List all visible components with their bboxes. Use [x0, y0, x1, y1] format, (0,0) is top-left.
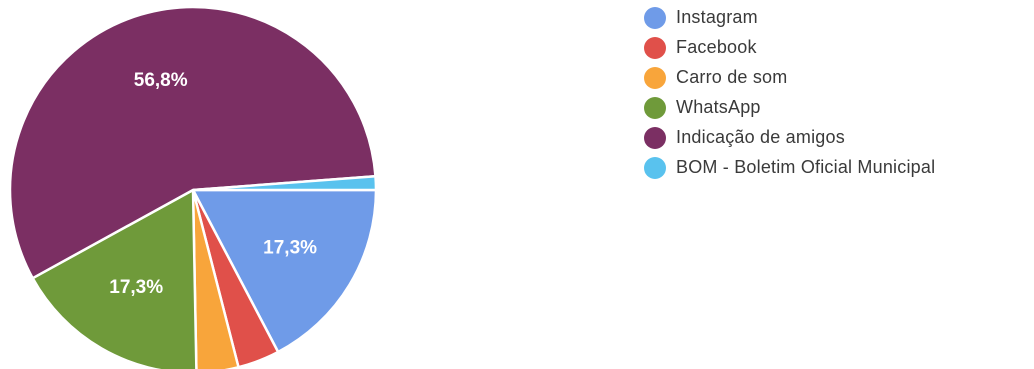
- legend-swatch-instagram: [644, 6, 666, 29]
- legend-label-indicacao-de-amigos: Indicação de amigos: [676, 127, 845, 147]
- legend-item-bom: BOM - Boletim Oficial Municipal: [644, 154, 1029, 181]
- legend-swatch-facebook: [644, 36, 666, 59]
- data-label-indicacao-de-amigos: 56,8%: [134, 70, 188, 91]
- pie-slice-carro-de-som: [191, 189, 241, 369]
- pie-slice-indicacao-de-amigos: [8, 5, 377, 280]
- legend-swatch-carro-de-som: [644, 66, 666, 89]
- legend-item-whatsapp: WhatsApp: [644, 94, 1029, 121]
- data-label-instagram: 17,3%: [263, 238, 317, 259]
- legend-label-carro-de-som: Carro de som: [676, 67, 788, 87]
- legend-label-whatsapp: WhatsApp: [676, 97, 761, 117]
- legend-swatch-bom: [644, 156, 666, 179]
- pie-slice-whatsapp: [30, 187, 198, 369]
- legend: Instagram Facebook Carro de som WhatsApp…: [644, 4, 1029, 184]
- data-label-whatsapp: 17,3%: [109, 277, 163, 298]
- legend-label-facebook: Facebook: [676, 37, 757, 57]
- legend-swatch-indicacao-de-amigos: [644, 126, 666, 149]
- legend-label-bom: BOM - Boletim Oficial Municipal: [676, 157, 936, 177]
- legend-item-instagram: Instagram: [644, 4, 1029, 31]
- legend-item-indicacao-de-amigos: Indicação de amigos: [644, 124, 1029, 151]
- legend-swatch-whatsapp: [644, 96, 666, 119]
- legend-item-carro-de-som: Carro de som: [644, 64, 1029, 91]
- legend-item-facebook: Facebook: [644, 34, 1029, 61]
- legend-label-instagram: Instagram: [676, 7, 758, 27]
- pie-slice-instagram: [190, 188, 378, 354]
- pie-slice-bom: [192, 174, 378, 192]
